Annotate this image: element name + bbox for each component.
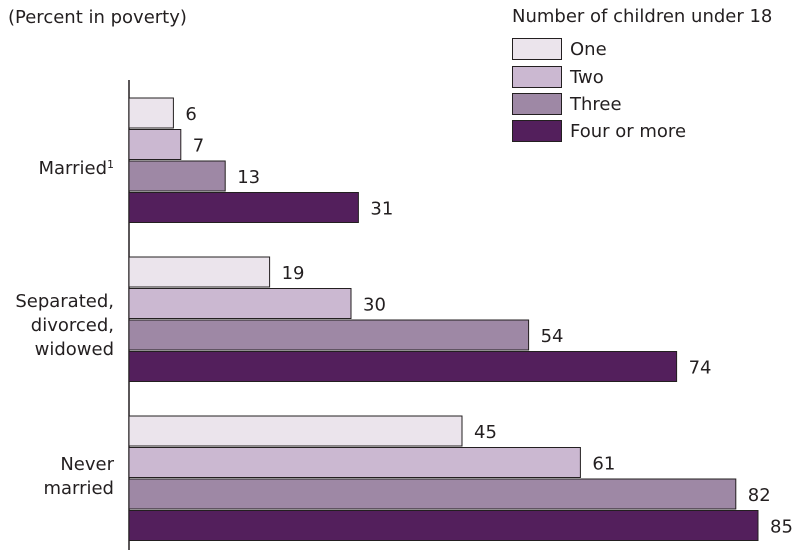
legend-swatch-two xyxy=(512,66,562,88)
bar-separated-divorced-widowed-four-or-more xyxy=(128,351,678,382)
legend-item-four-or-more: Four or more xyxy=(512,120,686,142)
unit-note: (Percent in poverty) xyxy=(8,7,187,28)
category-label-line-2: married xyxy=(43,478,114,499)
legend-item-three: Three xyxy=(512,93,622,115)
data-label-married-one: 6 xyxy=(185,104,196,125)
category-label-line-3: widowed xyxy=(34,339,114,360)
data-label-separated-divorced-widowed-one: 19 xyxy=(282,263,305,284)
data-label-separated-divorced-widowed-two: 30 xyxy=(363,295,386,316)
data-label-married-four-or-more: 31 xyxy=(370,199,393,220)
data-label-separated-divorced-widowed-three: 54 xyxy=(541,326,564,347)
category-label-married: Married1 xyxy=(38,157,114,181)
data-label-married-two: 7 xyxy=(193,136,204,157)
legend-item-one: One xyxy=(512,38,607,60)
data-label-married-three: 13 xyxy=(237,167,260,188)
legend-item-two: Two xyxy=(512,66,604,88)
category-label-separated-divorced-widowed: Separated, divorced, widowed xyxy=(15,290,114,362)
legend-label-four-or-more: Four or more xyxy=(570,120,687,142)
legend-title: Number of children under 18 xyxy=(512,6,773,27)
category-label-married-line: Married1 xyxy=(38,158,114,179)
category-label-line-1: Separated, xyxy=(15,291,114,312)
bar-never-married-one xyxy=(128,415,463,447)
legend-label-one: One xyxy=(570,38,607,60)
bar-separated-divorced-widowed-three xyxy=(128,319,530,351)
legend-swatch-one xyxy=(512,38,562,60)
footnote-mark: 1 xyxy=(107,158,114,171)
category-label-line-2: divorced, xyxy=(30,315,114,336)
bar-married-two xyxy=(128,129,182,160)
data-label-never-married-two: 61 xyxy=(592,454,615,475)
legend-label-two: Two xyxy=(570,66,604,88)
bar-separated-divorced-widowed-two xyxy=(128,288,352,319)
data-label-never-married-one: 45 xyxy=(474,422,497,443)
data-label-never-married-three: 82 xyxy=(748,485,771,506)
category-label-line-1: Never xyxy=(60,454,114,475)
bar-married-one xyxy=(128,97,174,129)
bar-never-married-two xyxy=(128,447,581,478)
legend-label-three: Three xyxy=(570,93,622,115)
bar-never-married-three xyxy=(128,478,737,510)
bar-married-three xyxy=(128,160,226,192)
category-label-never-married: Never married xyxy=(43,453,114,501)
bar-separated-divorced-widowed-one xyxy=(128,256,271,288)
bar-married-four-or-more xyxy=(128,192,359,223)
data-label-never-married-four-or-more: 85 xyxy=(770,517,793,538)
legend-swatch-three xyxy=(512,93,562,115)
bar-never-married-four-or-more xyxy=(128,510,759,541)
data-label-separated-divorced-widowed-four-or-more: 74 xyxy=(689,358,712,379)
legend-swatch-four-or-more xyxy=(512,120,562,142)
